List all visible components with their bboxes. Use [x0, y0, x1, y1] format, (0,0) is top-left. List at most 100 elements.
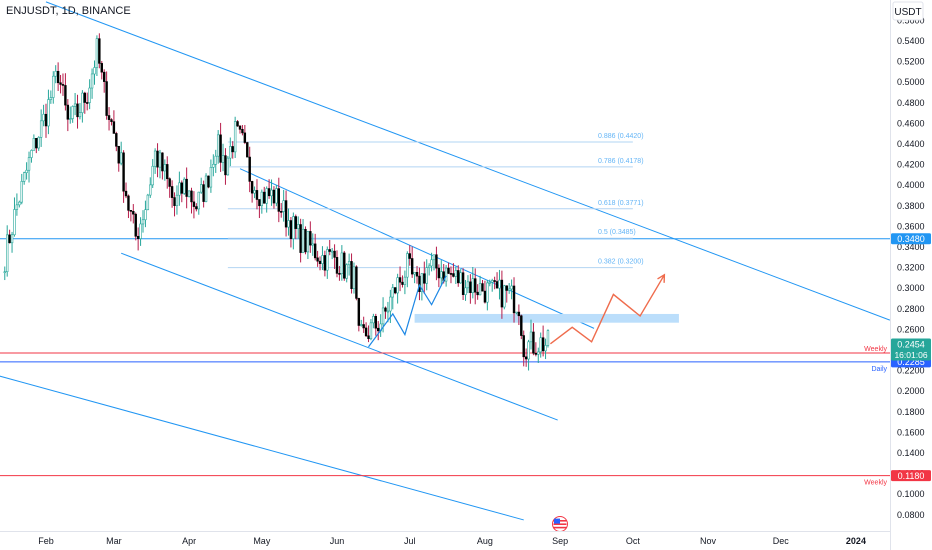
price-axis-tick-label: 0.3000 [897, 283, 925, 293]
price-axis-tick-label: 0.3600 [897, 221, 925, 231]
candle-body [362, 324, 365, 329]
candle-body [243, 132, 247, 143]
candle-body [357, 298, 361, 326]
candle-body [280, 211, 283, 213]
wave-line[interactable] [368, 275, 447, 348]
candle-body [275, 188, 278, 204]
target-zone-box[interactable] [414, 313, 679, 323]
candle-body [430, 259, 433, 267]
candle-body [200, 184, 203, 193]
candle-body [321, 255, 324, 264]
candle-body [333, 250, 336, 258]
candle-body [139, 223, 142, 239]
candle-body [449, 273, 453, 275]
candle-body [452, 273, 455, 277]
time-axis-tick-label: Mar [106, 536, 122, 546]
price-axis-tick-label: 0.5200 [897, 57, 925, 67]
candle-body [253, 190, 256, 194]
candle-body [444, 267, 448, 282]
target-zone[interactable] [414, 313, 679, 323]
candle-body [352, 266, 356, 289]
time-axis[interactable]: Feb Mar Apr May Jun Jul Aug Sep Oct Nov Dec 2024 [38, 536, 866, 546]
candle-body [340, 252, 344, 274]
footer-icon[interactable] [552, 516, 568, 532]
candle-body [413, 272, 416, 275]
horizontal-levels[interactable]: Weekly Daily Weekly [0, 238, 890, 487]
candle-body [512, 285, 516, 314]
wave-drawing[interactable] [368, 275, 447, 348]
time-axis-tick-label: Sep [552, 536, 568, 546]
weekly-low-label: Weekly [864, 480, 887, 487]
candle-body [408, 253, 411, 259]
candle-body [440, 271, 443, 279]
candle-body [173, 197, 176, 206]
candle-body [258, 199, 261, 207]
channel-line[interactable] [239, 168, 595, 329]
candle-body [311, 243, 314, 246]
candle-body [246, 142, 249, 158]
time-axis-tick-label: Feb [38, 536, 54, 546]
candle-body [20, 181, 23, 203]
price-axis-tick-label: 0.4200 [897, 160, 925, 170]
candle-body [168, 178, 171, 187]
candle-body [345, 264, 348, 279]
candle-body [47, 99, 50, 127]
fib-level-label: 0.5 (0.3485) [598, 229, 636, 236]
candle-body [546, 330, 550, 346]
candle-body [15, 204, 19, 210]
candle-body [318, 260, 322, 264]
price-axis[interactable]: 0.08000.10000.12000.14000.16000.18000.20… [897, 15, 925, 519]
candle-body [163, 164, 167, 172]
currency-box[interactable] [892, 1, 924, 21]
channel-line[interactable] [0, 368, 524, 521]
candle-body [212, 163, 215, 168]
price-axis-tick-label: 0.5400 [897, 36, 925, 46]
candle-body [119, 152, 123, 164]
candle-body [510, 285, 513, 290]
fib-level-label: 0.786 (0.4178) [598, 158, 644, 165]
fib-level-label: 0.382 (0.3200) [598, 259, 644, 266]
candle-body [187, 190, 191, 197]
channel-line[interactable] [120, 252, 558, 421]
candle-body [224, 155, 227, 176]
candle-body [515, 311, 518, 314]
candle-body [141, 219, 145, 225]
channel-lines[interactable] [0, 1, 891, 521]
channel-line[interactable] [45, 1, 891, 321]
candle-body [219, 134, 222, 163]
currency-label: USDT [894, 7, 921, 18]
candle-body [544, 345, 547, 352]
weekly-low-tag [891, 470, 931, 482]
candle-body [292, 216, 295, 239]
candle-body [360, 324, 363, 326]
candle-body [350, 261, 353, 289]
price-axis-tick-label: 0.2800 [897, 304, 925, 314]
candle-body [527, 341, 530, 360]
candle-body [161, 152, 164, 172]
candle-body [294, 216, 297, 229]
candle-body [248, 156, 251, 182]
candle-body [204, 175, 208, 202]
candle-body [175, 194, 179, 206]
candle-body [432, 254, 436, 261]
projection-line[interactable] [549, 274, 666, 345]
candle-body [403, 276, 407, 285]
price-axis-tick-label: 0.1400 [897, 448, 925, 458]
candle-body [134, 213, 137, 237]
candle-body [277, 188, 280, 212]
candle-body [59, 82, 62, 85]
candle-body [78, 112, 82, 118]
projection-path[interactable] [549, 273, 666, 345]
candle-body [282, 200, 285, 212]
candle-body [316, 257, 319, 262]
candle-body [493, 280, 496, 282]
candle-body [326, 249, 329, 271]
candle-body [202, 184, 205, 202]
candle-body [197, 191, 200, 210]
candle-body [529, 331, 533, 343]
candle-body [437, 267, 441, 279]
candle-body [18, 201, 21, 206]
time-axis-tick-label: Aug [477, 536, 493, 546]
